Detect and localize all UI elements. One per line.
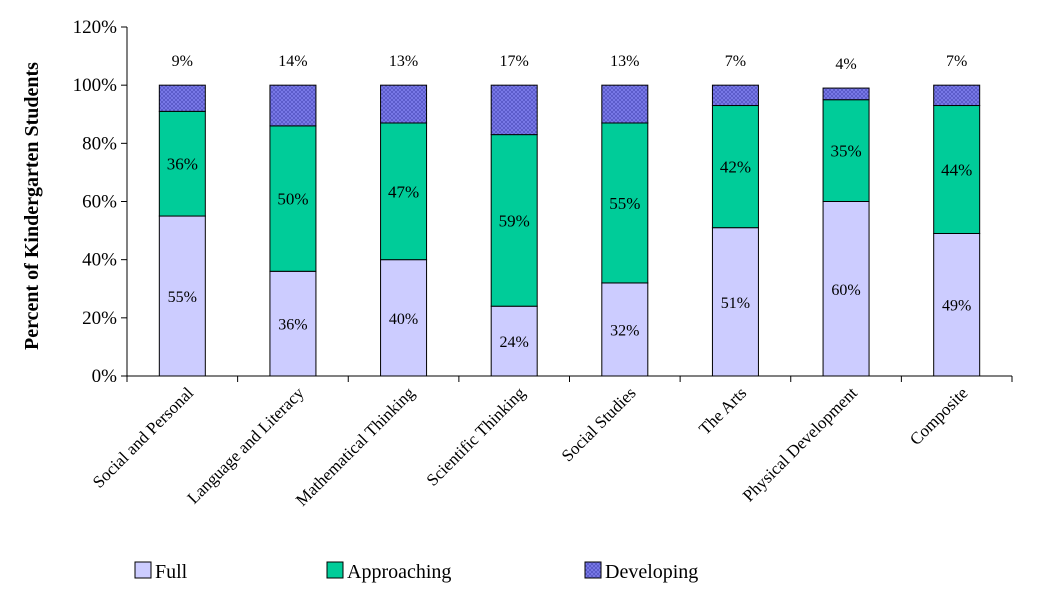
bar-segment bbox=[380, 84, 428, 124]
data-label: 35% bbox=[830, 142, 861, 161]
data-label: 47% bbox=[388, 182, 419, 201]
category-label: Social and Personal bbox=[89, 383, 197, 491]
y-tick-label: 20% bbox=[82, 308, 117, 329]
category-label: Language and Literacy bbox=[184, 383, 309, 508]
bar-segment bbox=[601, 84, 649, 124]
category-label: Physical Development bbox=[739, 383, 861, 505]
category-label: Composite bbox=[906, 383, 972, 449]
legend-swatch bbox=[134, 561, 152, 579]
bar-segment bbox=[711, 227, 759, 377]
bar-segment bbox=[490, 84, 538, 136]
bars bbox=[158, 84, 981, 377]
bar-segment bbox=[601, 122, 649, 284]
legend-swatch bbox=[326, 561, 344, 579]
y-axis-label: Percent of Kindergarten Students bbox=[21, 62, 43, 350]
bar-segment bbox=[822, 87, 870, 101]
data-label: 13% bbox=[610, 53, 639, 70]
data-label: 36% bbox=[167, 155, 198, 174]
data-label: 4% bbox=[835, 56, 856, 73]
data-label: 44% bbox=[941, 161, 972, 180]
data-label: 13% bbox=[389, 53, 418, 70]
data-label: 51% bbox=[721, 295, 750, 312]
bar-segment bbox=[933, 84, 981, 107]
category-label: Mathematical Thinking bbox=[292, 383, 419, 510]
data-label: 36% bbox=[278, 317, 307, 334]
legend-label: Full bbox=[155, 561, 188, 583]
data-label: 32% bbox=[610, 322, 639, 339]
data-label: 55% bbox=[609, 194, 640, 213]
y-tick-label: 80% bbox=[82, 133, 117, 154]
category-label: The Arts bbox=[695, 383, 750, 438]
bar-segment bbox=[269, 84, 317, 127]
data-label: 50% bbox=[277, 190, 308, 209]
bar-segment bbox=[158, 84, 206, 112]
data-label: 9% bbox=[172, 53, 193, 70]
bar-segment bbox=[269, 270, 317, 377]
bar-segment bbox=[822, 201, 870, 377]
legend-label: Developing bbox=[605, 561, 698, 583]
bar-segment bbox=[933, 105, 981, 234]
data-label: 60% bbox=[831, 282, 860, 299]
bar-segment bbox=[711, 84, 759, 107]
category-label: Social Studies bbox=[558, 383, 640, 465]
y-tick-label: 40% bbox=[82, 250, 117, 271]
data-label: 24% bbox=[500, 334, 529, 351]
bar-segment bbox=[490, 305, 538, 377]
bar-segment bbox=[711, 105, 759, 229]
y-tick-label: 60% bbox=[82, 192, 117, 213]
legend-swatch bbox=[584, 561, 602, 579]
data-labels: 55% 36% 9% 36% 50% 14% 40% 47% 13% 24% 59% 17% 32% 55… bbox=[167, 53, 973, 351]
bar-segment bbox=[490, 134, 538, 307]
data-label: 59% bbox=[499, 211, 530, 230]
bar-segment bbox=[601, 282, 649, 377]
bar-segment bbox=[380, 259, 428, 377]
y-tick-label: 120% bbox=[73, 17, 118, 38]
axes bbox=[126, 27, 1012, 377]
bar-segment bbox=[380, 122, 428, 261]
data-label: 17% bbox=[500, 53, 529, 70]
y-tick-label: 100% bbox=[73, 75, 118, 96]
category-label: Scientific Thinking bbox=[423, 383, 530, 490]
data-label: 40% bbox=[389, 311, 418, 328]
data-label: 7% bbox=[946, 53, 967, 70]
legend-label: Approaching bbox=[347, 561, 451, 583]
data-label: 14% bbox=[278, 53, 307, 70]
y-tick-label: 0% bbox=[92, 366, 118, 387]
y-axis-ticks: 0% 20% 40% 60% 80% 100% 120% bbox=[73, 17, 1013, 387]
data-label: 49% bbox=[942, 298, 971, 315]
data-label: 55% bbox=[168, 289, 197, 306]
data-label: 7% bbox=[725, 53, 746, 70]
data-label: 42% bbox=[720, 158, 751, 177]
legend: Full Approaching Developing bbox=[134, 561, 698, 583]
bar-segment bbox=[269, 125, 317, 272]
